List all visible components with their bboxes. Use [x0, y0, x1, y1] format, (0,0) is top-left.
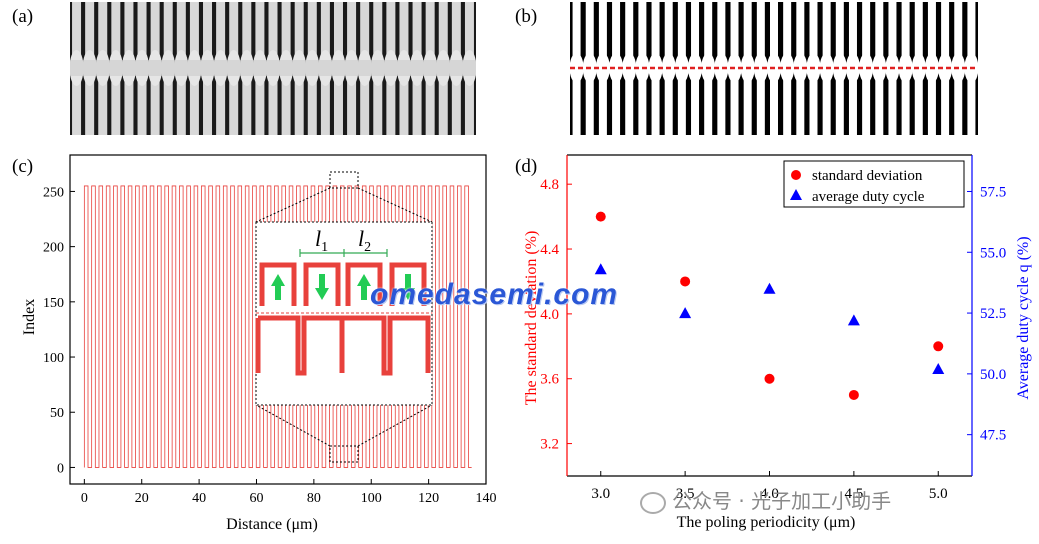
- x-tick-label-d: 4.0: [760, 486, 779, 502]
- panel-label-b: (b): [515, 6, 538, 27]
- binarized-bulge: [714, 53, 729, 83]
- zoom-connectors: [255, 187, 433, 447]
- y-tick-label-c: 250: [43, 185, 64, 200]
- binarized-bulge: [674, 53, 689, 83]
- chart-std-dutycycle: 3.0 3.5 4.0 4.5 5.0 3.2 3.6 4.0 4.4 4.8 47.5 50.0 52…: [523, 154, 1032, 531]
- binarized-bulge: [793, 53, 808, 83]
- period-markers: [299, 249, 388, 257]
- y-tick-label-c: 100: [43, 351, 64, 366]
- panel-label-c: (c): [12, 156, 34, 177]
- x-tick-label-d: 3.0: [591, 486, 610, 502]
- y2-tick-label-d: 50.0: [980, 367, 1006, 383]
- x-tick-label-c: 100: [361, 491, 382, 506]
- std-deviation-point: [595, 211, 606, 222]
- zoom-box-bottom: [329, 445, 359, 463]
- x-tick-label-d: 4.5: [845, 486, 864, 502]
- duty-cycle-point: [763, 282, 776, 294]
- x-axis-label-d: The poling periodicity (μm): [677, 514, 856, 531]
- domain-outline: [345, 262, 383, 306]
- duty-cycle-point: [679, 307, 692, 319]
- watermark-text: omedasemi.com: [370, 278, 619, 311]
- legend-label-duty: average duty cycle: [812, 189, 925, 205]
- polarization-down-arrow-icon: [315, 274, 329, 300]
- x-tick-label-c: 60: [249, 491, 263, 506]
- waveguide-band: [70, 60, 476, 76]
- binarized-bulge: [609, 53, 624, 83]
- binarized-bulge: [688, 53, 703, 83]
- y-tick-label-d: 4.8: [540, 177, 559, 193]
- binarized-bulge: [570, 53, 584, 83]
- x-tick-label-c: 0: [81, 491, 88, 506]
- x-axis-label-c: Distance (μm): [226, 516, 318, 533]
- x-tick-label-c: 80: [307, 491, 321, 506]
- wechat-icon: [640, 491, 666, 514]
- wechat-caption-text: 公众号 · 光子加工小助手: [672, 489, 892, 513]
- std-deviation-point: [680, 276, 691, 287]
- x-tick-label-d: 3.5: [676, 486, 695, 502]
- y-axis-label-d: The standard deviation (%): [523, 231, 540, 406]
- y2-tick-label-d: 47.5: [980, 428, 1006, 444]
- panel-label-a: (a): [12, 6, 34, 27]
- y-tick-label-d: 3.2: [540, 437, 559, 453]
- x-tick-label-c: 20: [135, 491, 149, 506]
- y-axis-label-c: Index: [21, 299, 38, 335]
- x-tick-label-d: 5.0: [929, 486, 948, 502]
- y2-axis-label-d: Average duty cycle q (%): [1015, 236, 1032, 399]
- y-tick-label-c: 50: [50, 406, 64, 421]
- binarized-bulge: [898, 53, 913, 83]
- std-deviation-point: [848, 389, 859, 400]
- zoom-box-top: [329, 171, 359, 189]
- x-tick-label-c: 40: [192, 491, 206, 506]
- legend-marker-std: [791, 170, 801, 180]
- duty-cycle-point: [847, 314, 860, 326]
- std-deviation-point: [933, 341, 944, 352]
- binarized-bulge: [832, 53, 847, 83]
- duty-cycle-point: [932, 363, 945, 374]
- x-tick-label-c: 120: [418, 491, 439, 506]
- legend-box: [783, 160, 965, 208]
- plot-frame-c: [69, 154, 487, 485]
- binarized-bulge: [872, 53, 887, 83]
- domain-outline: [259, 262, 297, 306]
- binarized-bulge: [938, 53, 953, 83]
- domain-outline: [303, 262, 341, 306]
- binarized-bulge: [753, 53, 768, 83]
- y2-tick-label-d: 52.5: [980, 306, 1006, 322]
- inset-index-profile: [255, 315, 431, 376]
- y-tick-label-c: 150: [43, 296, 64, 311]
- y-tick-label-c: 200: [43, 241, 64, 256]
- y2-tick-label-d: 55.0: [980, 245, 1006, 261]
- y-tick-label-d: 3.6: [540, 372, 559, 388]
- binarized-bulge: [648, 53, 663, 83]
- domain-outline: [389, 262, 427, 306]
- y-tick-label-d: 4.0: [540, 307, 559, 323]
- legend-label-std: standard deviation: [812, 168, 923, 184]
- std-deviation-point: [764, 373, 775, 384]
- panel-label-d: (d): [515, 156, 538, 177]
- y-tick-label-d: 4.4: [540, 242, 559, 258]
- y-tick-label-c: 0: [57, 461, 64, 476]
- micrograph-binarized: [570, 2, 978, 135]
- polarization-up-arrow-icon: [271, 274, 285, 300]
- wechat-caption: 公众号 · 光子加工小助手: [640, 485, 891, 514]
- micrograph-grayscale: [70, 2, 476, 135]
- polarization-down-arrow-icon: [401, 274, 415, 300]
- duty-cycle-point: [594, 263, 607, 275]
- legend-marker-duty: [790, 189, 802, 200]
- x-tick-label-c: 140: [476, 491, 497, 506]
- polarization-up-arrow-icon: [357, 274, 371, 300]
- y2-tick-label-d: 57.5: [980, 184, 1006, 200]
